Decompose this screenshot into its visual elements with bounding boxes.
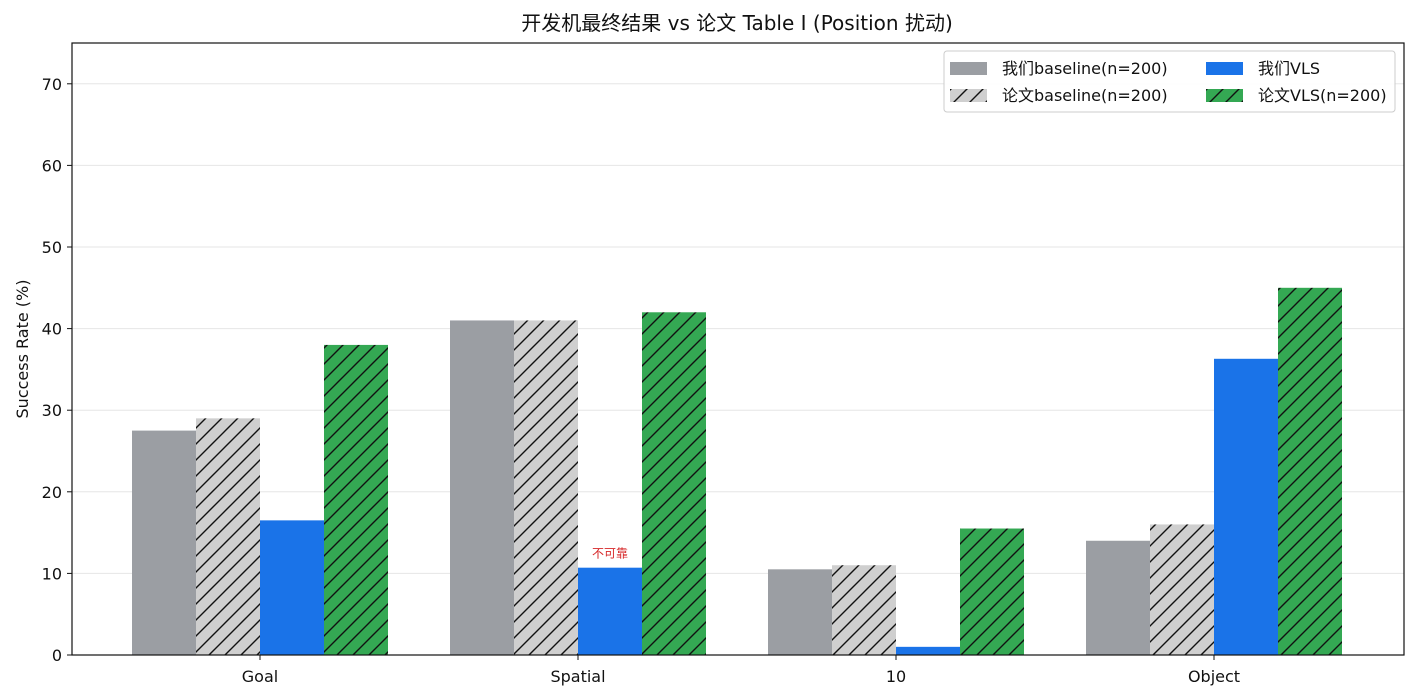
legend-box bbox=[943, 50, 1396, 113]
y-tick-label: 0 bbox=[52, 646, 62, 665]
chart-title: 开发机最终结果 vs 论文 Table I (Position 扰动) bbox=[521, 11, 953, 35]
bar-Object-series-1 bbox=[1086, 540, 1150, 655]
bars bbox=[132, 287, 1342, 655]
legend-label: 我们VLS bbox=[1258, 59, 1320, 78]
y-tick-label: 60 bbox=[42, 156, 62, 175]
bar-Spatial-series-3 bbox=[578, 567, 642, 655]
legend-label: 我们baseline(n=200) bbox=[1002, 59, 1168, 78]
y-tick-label: 20 bbox=[42, 483, 62, 502]
bar-Goal-series-4 bbox=[324, 344, 388, 655]
legend: 我们baseline(n=200) 论文baseline(n=200) 我们VLS 论… bbox=[943, 50, 1396, 113]
bar-Spatial-series-1 bbox=[450, 320, 514, 655]
legend-label: 论文baseline(n=200) bbox=[1002, 86, 1168, 105]
bar-Object-series-3 bbox=[1214, 358, 1278, 655]
bar-10-series-4 bbox=[960, 528, 1024, 655]
bar-Goal-series-1 bbox=[132, 430, 196, 655]
y-tick-label: 30 bbox=[42, 401, 62, 420]
x-tick-label: Object bbox=[1188, 667, 1240, 686]
x-axis-ticks: Goal Spatial 10 Object bbox=[242, 655, 1240, 686]
bar-Object-series-2 bbox=[1150, 524, 1214, 655]
bar-10-series-3 bbox=[896, 646, 960, 655]
y-tick-label: 10 bbox=[42, 564, 62, 583]
bar-Spatial-series-4 bbox=[642, 312, 706, 655]
plot-frame bbox=[71, 42, 1405, 656]
bar-Goal-series-2 bbox=[196, 418, 260, 655]
y-tick-label: 70 bbox=[42, 75, 62, 94]
bar-10-series-1 bbox=[768, 569, 832, 655]
bar-10-series-2 bbox=[832, 565, 896, 655]
legend-swatch bbox=[950, 62, 987, 75]
legend-label: 论文VLS(n=200) bbox=[1258, 86, 1387, 105]
annotation-label: 不可靠 bbox=[592, 547, 628, 561]
y-axis-ticks: 0 10 20 30 40 50 60 70 bbox=[42, 75, 72, 665]
x-tick-label: Goal bbox=[242, 667, 278, 686]
x-tick-label: 10 bbox=[886, 667, 906, 686]
legend-swatch bbox=[1206, 62, 1243, 75]
y-axis-label: Success Rate (%) bbox=[13, 280, 32, 419]
legend-swatch bbox=[950, 89, 987, 102]
x-tick-label: Spatial bbox=[550, 667, 605, 686]
legend-swatch bbox=[1206, 89, 1243, 102]
annotations: 不可靠 bbox=[592, 547, 628, 561]
y-tick-label: 50 bbox=[42, 238, 62, 257]
gridlines bbox=[72, 83, 1404, 574]
y-tick-label: 40 bbox=[42, 320, 62, 339]
bar-Goal-series-3 bbox=[260, 520, 324, 655]
bar-Object-series-4 bbox=[1278, 287, 1342, 655]
bar-Spatial-series-2 bbox=[514, 320, 578, 655]
